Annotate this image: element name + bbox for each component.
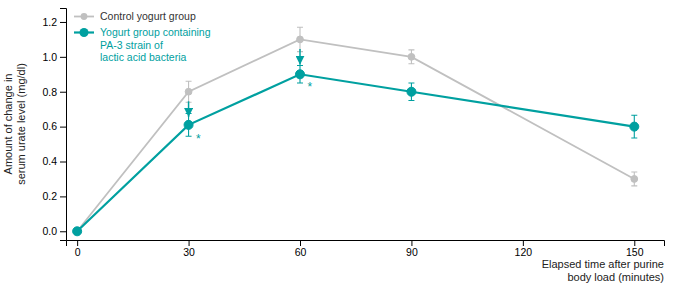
x-axis-tick-mark	[523, 240, 524, 246]
x-axis-tick-mark	[77, 240, 78, 246]
error-bar	[186, 81, 192, 102]
y-axis-tick-mark	[60, 127, 66, 128]
annotation: *	[196, 132, 201, 146]
y-axis-tick-mark	[60, 162, 66, 163]
marks	[73, 27, 639, 236]
chart: 0 30 60 90 120 150 0.0 0.2 0.4 0.6 0.8 1.0 1.2 * * Elap…	[0, 0, 680, 290]
marker	[408, 53, 415, 60]
legend-item: Yogurt group containingPA-3 strain oflac…	[74, 26, 211, 63]
x-axis-tick: 150	[626, 240, 644, 258]
y-axis-tick-mark	[60, 231, 66, 232]
y-axis-tick-label: 1.0	[42, 51, 57, 63]
series	[73, 66, 639, 236]
x-axis-tick: 90	[406, 240, 418, 258]
plot: 0 30 60 90 120 150 0.0 0.2 0.4 0.6 0.8 1.0 1.2 * * Elap…	[2, 9, 665, 284]
legend-label: Control yogurt group	[100, 10, 196, 22]
legend-marker	[79, 28, 88, 37]
x-axis-tick-label: 30	[183, 246, 195, 258]
y-axis-tick-label: 0.8	[42, 86, 57, 98]
x-axis-tick-label: 150	[626, 246, 644, 258]
x-axis-tick: 120	[515, 240, 533, 258]
marker	[185, 88, 192, 95]
legend-label: Yogurt group containingPA-3 strain oflac…	[100, 26, 211, 63]
marker	[630, 122, 639, 131]
x-axis-line	[67, 241, 665, 247]
marker	[297, 36, 304, 43]
x-axis-tick-mark	[411, 240, 412, 246]
y-axis-tick-mark	[60, 196, 66, 197]
x-axis-tick-label: 0	[75, 246, 81, 258]
y-axis-tick-mark	[60, 92, 66, 93]
marker	[407, 87, 416, 96]
x-axis-tick-label: 60	[295, 246, 307, 258]
y-axis-tick: 1.2	[42, 16, 66, 28]
marker	[184, 120, 193, 129]
y-axis-tick: 0.8	[42, 86, 66, 98]
x-axis-tick-label: 90	[406, 246, 418, 258]
marker	[295, 70, 304, 79]
y-axis-tick-label: 0.6	[42, 120, 57, 132]
y-axis-tick: 1.0	[42, 51, 66, 63]
x-axis-tick: 0	[75, 240, 81, 258]
arrow	[299, 49, 301, 65]
legend-marker	[81, 13, 88, 20]
y-axis-tick-label: 0.2	[42, 190, 57, 202]
series-line	[77, 74, 634, 231]
series-line	[77, 39, 634, 231]
y-axis-line	[60, 9, 67, 241]
annotation: *	[307, 80, 312, 94]
y-axis-tick: 0.2	[42, 190, 66, 202]
y-axis-tick-label: 0.0	[42, 225, 57, 237]
y-axis-tick-mark	[60, 22, 66, 23]
x-axis-tick: 60	[295, 240, 307, 258]
x-axis-tick-mark	[634, 240, 635, 246]
y-axis-tick-label: 1.2	[42, 16, 57, 28]
x-axis-tick-mark	[300, 240, 301, 246]
y-axis-tick-mark	[60, 57, 66, 58]
x-axis: 0 30 60 90 120 150	[67, 240, 665, 258]
series	[74, 27, 638, 234]
legend: Control yogurt group Yogurt group contain…	[74, 10, 211, 63]
x-axis-tick-label: 120	[515, 246, 533, 258]
y-axis-tick: 0.4	[42, 155, 66, 167]
y-axis-title: Amount of change inserum urate level (mg…	[2, 63, 27, 185]
legend-item: Control yogurt group	[74, 10, 196, 22]
x-axis-tick: 30	[183, 240, 195, 258]
y-axis-tick: 0.0	[42, 225, 66, 237]
y-axis-tick-label: 0.4	[42, 155, 57, 167]
error-bar	[408, 50, 414, 64]
marker	[73, 227, 82, 236]
arrow	[188, 101, 190, 117]
error-bar	[631, 172, 637, 186]
x-axis-tick-mark	[189, 240, 190, 246]
error-bar	[297, 27, 303, 51]
y-axis-tick: 0.6	[42, 120, 66, 132]
x-axis-title: Elapsed time after purinebody load (minu…	[542, 258, 664, 283]
marker	[631, 176, 638, 183]
y-axis: 0.0 0.2 0.4 0.6 0.8 1.0 1.2	[42, 9, 66, 241]
